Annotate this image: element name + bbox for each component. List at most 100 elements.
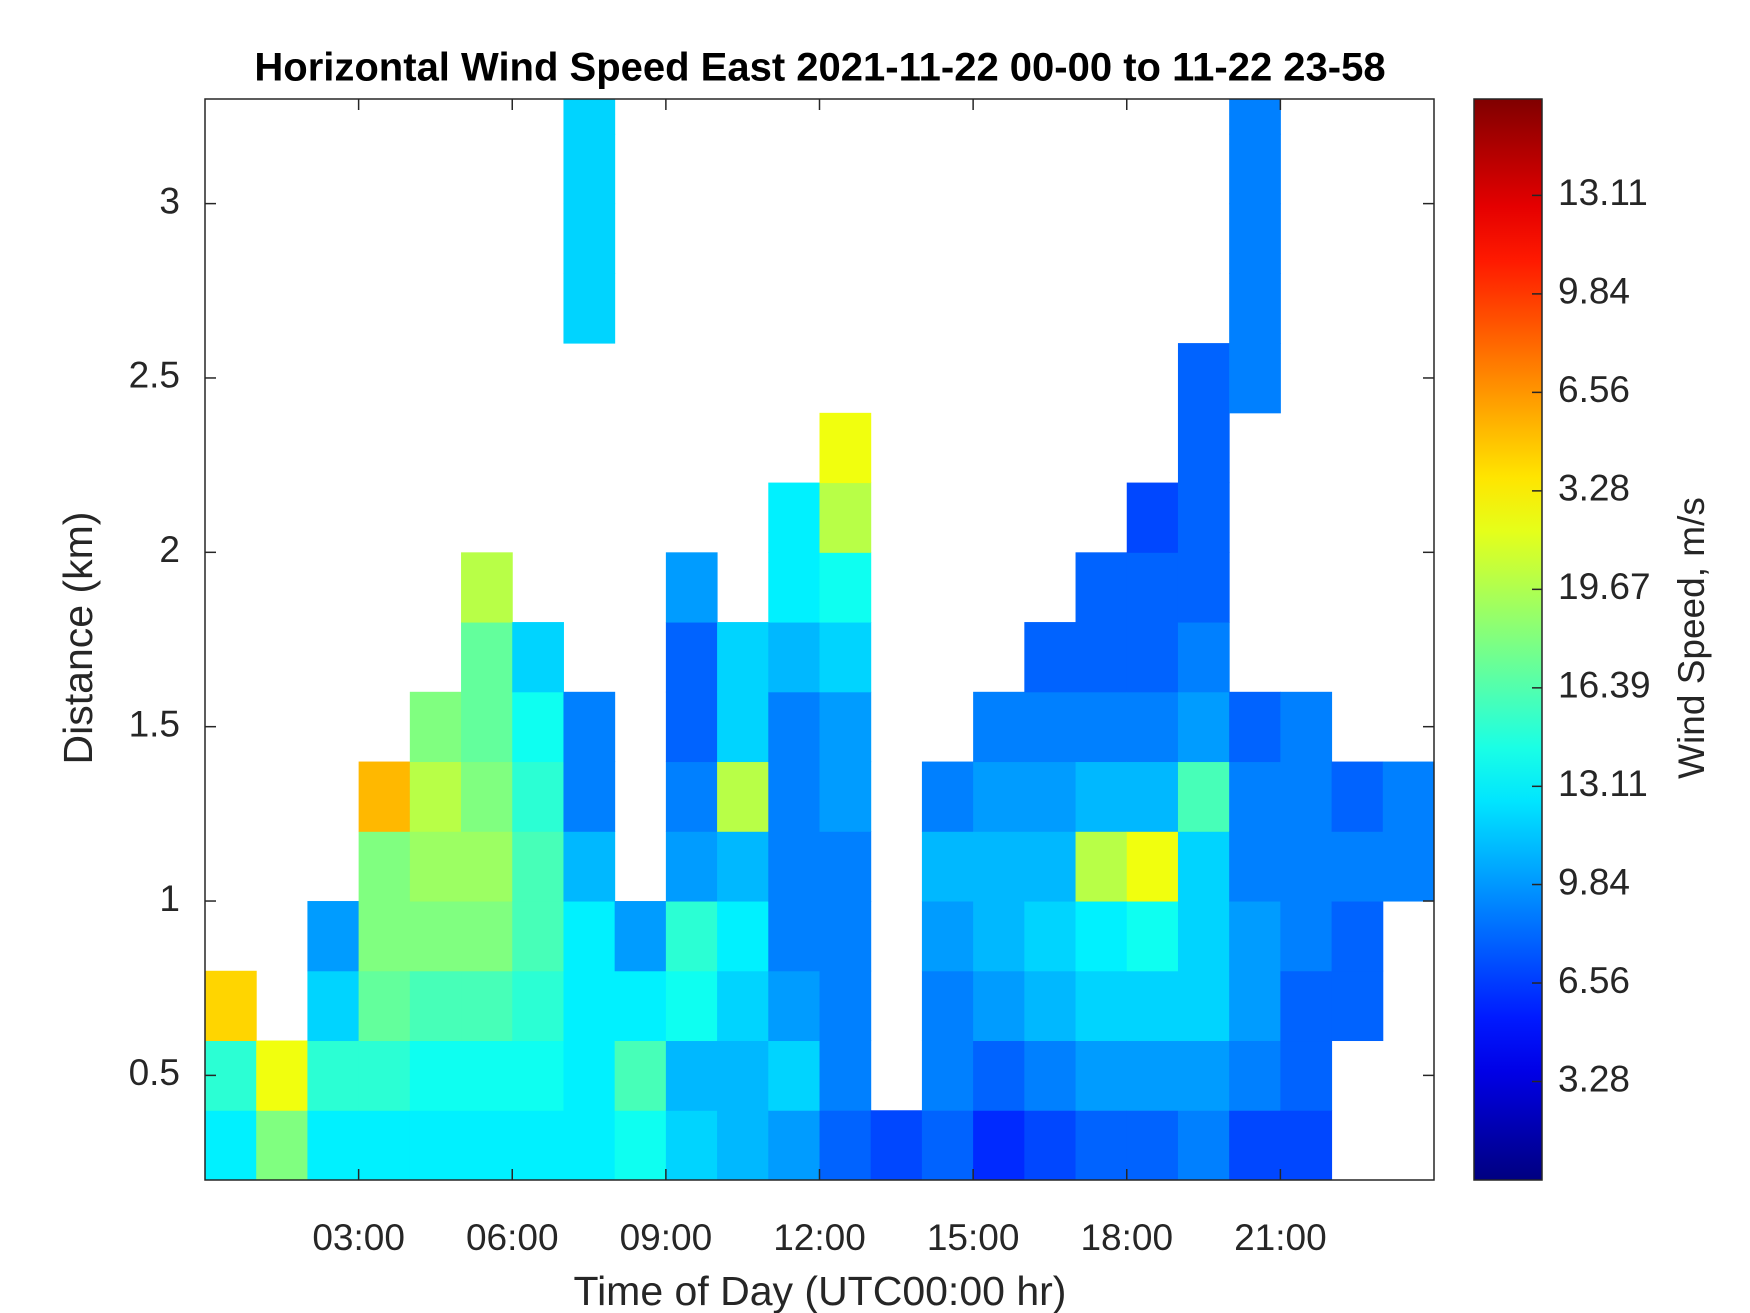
heatmap-cell	[1229, 1040, 1281, 1111]
colorbar-tick-label: 9.84	[1558, 861, 1630, 902]
heatmap-cell	[563, 831, 616, 902]
colorbar	[1473, 98, 1543, 1181]
heatmap-cell	[1280, 1110, 1333, 1181]
heatmap-cell	[461, 552, 513, 623]
heatmap-cell	[717, 970, 769, 1042]
heatmap-cell	[512, 761, 564, 832]
heatmap-cell	[358, 970, 411, 1042]
colorbar-tick-label: 13.11	[1558, 172, 1648, 213]
heatmap-cell	[461, 691, 513, 763]
colorbar-tick-label: 19.67	[1558, 566, 1651, 607]
heatmap-cell	[1024, 761, 1077, 832]
heatmap-cell	[768, 1040, 820, 1111]
heatmap-cell	[563, 1110, 616, 1181]
heatmap-cell	[512, 831, 564, 902]
heatmap-cell	[1177, 831, 1230, 902]
colorbar-tick-label: 13.11	[1558, 763, 1648, 804]
heatmap-cell	[1280, 901, 1333, 972]
heatmap-cell	[358, 1040, 411, 1111]
heatmap-cell	[768, 970, 820, 1042]
x-tick-label: 06:00	[466, 1217, 559, 1258]
heatmap-cell	[819, 970, 872, 1042]
heatmap-cell	[307, 1040, 360, 1111]
heatmap-cell	[768, 552, 820, 623]
heatmap-cell	[1126, 482, 1179, 553]
heatmap-cell	[1075, 552, 1128, 623]
colorbar-tick-label: 9.84	[1558, 271, 1630, 312]
heatmap-cell	[1075, 761, 1128, 832]
heatmap-cell	[1075, 1040, 1128, 1111]
heatmap-cell	[1024, 622, 1077, 693]
heatmap-cell	[1331, 831, 1384, 902]
y-tick-label: 1.5	[129, 703, 180, 744]
heatmap-cell	[409, 691, 462, 763]
heatmap-cell	[1280, 691, 1333, 763]
heatmap-cell	[563, 99, 616, 135]
heatmap-cell	[1075, 970, 1128, 1042]
heatmap-cell	[461, 970, 513, 1042]
heatmap-cell	[717, 761, 769, 832]
heatmap-cell	[1229, 1110, 1281, 1181]
heatmap-cell	[1126, 761, 1179, 832]
heatmap-cell	[409, 1040, 462, 1111]
colorbar-tick-label: 3.28	[1558, 1058, 1630, 1099]
heatmap-cell	[409, 970, 462, 1042]
heatmap-cell	[1126, 691, 1179, 763]
heatmap-cell	[614, 1110, 667, 1181]
heatmap-cell	[307, 901, 360, 972]
heatmap-cell	[512, 901, 564, 972]
heatmap-cell	[768, 1110, 820, 1181]
heatmap-cell	[563, 761, 616, 832]
x-tick-label: 03:00	[312, 1217, 405, 1258]
heatmap-cell	[614, 970, 667, 1042]
heatmap-cell	[665, 761, 718, 832]
heatmap-cell	[1126, 622, 1179, 693]
heatmap-cell	[665, 691, 718, 763]
x-tick-label: 21:00	[1234, 1217, 1327, 1258]
heatmap-cell	[717, 1040, 769, 1111]
heatmap-cell	[1280, 970, 1333, 1042]
heatmap-cell	[1229, 343, 1281, 414]
x-tick-label: 12:00	[773, 1217, 866, 1258]
heatmap-cell	[1280, 761, 1333, 832]
heatmap-cell	[973, 901, 1025, 972]
heatmap-cell	[1024, 970, 1077, 1042]
colorbar-tick-label: 16.39	[1558, 665, 1651, 706]
y-tick-label: 2.5	[129, 355, 180, 396]
heatmap-cell	[1075, 831, 1128, 902]
heatmap-cell	[1126, 1110, 1179, 1181]
heatmap-cell	[1075, 1110, 1128, 1181]
heatmap-cell	[819, 622, 872, 693]
heatmap-cell	[768, 691, 820, 763]
heatmap-cell	[1024, 1110, 1077, 1181]
heatmap	[205, 99, 1435, 1181]
heatmap-cell	[461, 761, 513, 832]
heatmap-cell	[1024, 901, 1077, 972]
heatmap-cell	[1331, 761, 1384, 832]
heatmap-cell	[563, 970, 616, 1042]
heatmap-cell	[461, 901, 513, 972]
heatmap-cell	[819, 761, 872, 832]
heatmap-cell	[512, 970, 564, 1042]
heatmap-cell	[717, 622, 769, 693]
heatmap-cell	[563, 203, 616, 274]
heatmap-cell	[409, 1110, 462, 1181]
heatmap-cell	[768, 761, 820, 832]
heatmap-cell	[512, 691, 564, 763]
heatmap-cell	[1126, 552, 1179, 623]
heatmap-cell	[1024, 691, 1077, 763]
x-tick-label: 18:00	[1080, 1217, 1173, 1258]
heatmap-cell	[1229, 901, 1281, 972]
colorbar-tick-label: 6.56	[1558, 369, 1630, 410]
heatmap-cell	[358, 761, 411, 832]
heatmap-cell	[1229, 273, 1281, 344]
y-tick-label: 0.5	[129, 1052, 180, 1093]
heatmap-cell	[1075, 691, 1128, 763]
heatmap-cell	[973, 1040, 1025, 1111]
heatmap-cell	[717, 901, 769, 972]
x-axis-label: Time of Day (UTC00:00 hr)	[574, 1268, 1067, 1313]
heatmap-cell	[1229, 761, 1281, 832]
heatmap-cell	[1382, 831, 1435, 902]
heatmap-cell	[1229, 203, 1281, 274]
colorbar-label: Wind Speed, m/s	[1671, 497, 1712, 779]
